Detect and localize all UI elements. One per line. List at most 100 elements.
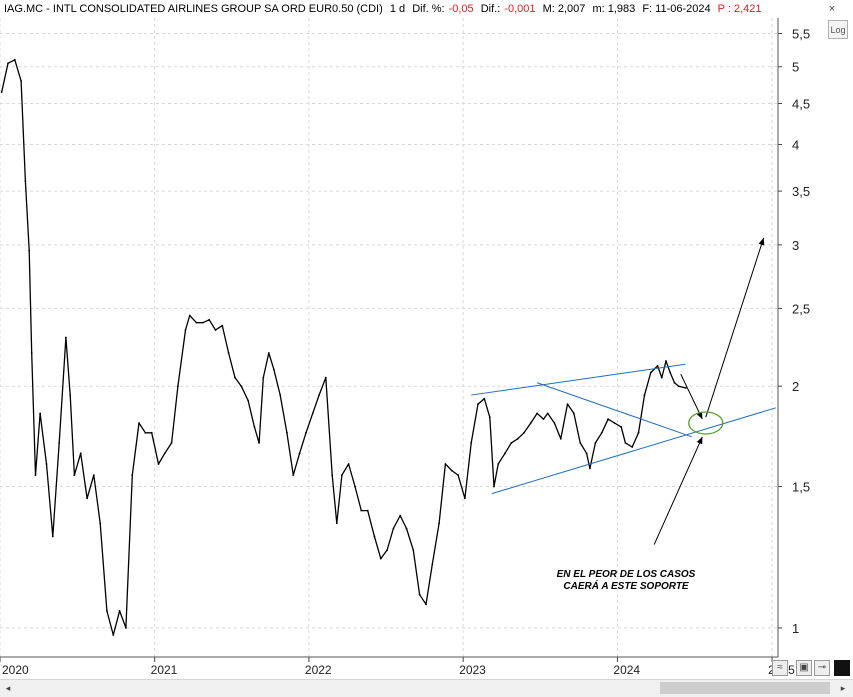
x-tick-label: 2023 bbox=[459, 663, 486, 677]
price-point bbox=[298, 452, 301, 455]
price-point bbox=[184, 329, 187, 331]
horizontal-scrollbar[interactable]: ◂ ▸ bbox=[0, 679, 853, 697]
y-tick-label: 4,5 bbox=[792, 96, 810, 111]
price-point bbox=[13, 58, 16, 61]
price-point bbox=[553, 422, 556, 424]
y-tick-label: 1,5 bbox=[792, 480, 810, 495]
price-point bbox=[493, 485, 495, 488]
arrow-line bbox=[653, 436, 703, 545]
support-circle bbox=[688, 411, 724, 435]
price-point bbox=[106, 610, 108, 612]
price-point bbox=[335, 522, 338, 525]
chart-header: IAG.MC - INTL CONSOLIDATED AIRLINES GROU… bbox=[4, 3, 766, 15]
y-tick-label: 1 bbox=[792, 621, 799, 636]
drawing-overlays bbox=[471, 237, 777, 545]
dif-pct-label: Dif. %: bbox=[412, 3, 445, 15]
price-point bbox=[643, 394, 646, 396]
price-point bbox=[624, 442, 627, 444]
price-point bbox=[373, 535, 376, 538]
price-point bbox=[510, 442, 513, 444]
scroll-right-icon[interactable]: ▸ bbox=[840, 683, 846, 693]
price-point bbox=[30, 352, 33, 354]
arrow-line bbox=[680, 374, 703, 420]
price-point bbox=[488, 416, 491, 419]
price-point bbox=[497, 463, 500, 465]
price-point bbox=[620, 425, 623, 428]
price-point bbox=[457, 474, 459, 477]
save-icon[interactable]: ▣ bbox=[796, 660, 812, 676]
interval-label: 1 d bbox=[389, 3, 406, 15]
y-tick-label: 3 bbox=[792, 238, 799, 253]
price-point bbox=[669, 371, 672, 374]
price-point bbox=[418, 593, 421, 596]
price-point bbox=[572, 412, 575, 415]
max-label: M: 2,007 bbox=[542, 3, 586, 15]
price-point bbox=[51, 535, 54, 538]
price-point bbox=[360, 509, 363, 512]
annotation-line-2: CAERÁ A ESTE SOPORTE bbox=[563, 579, 689, 592]
scroll-thumb[interactable] bbox=[660, 682, 830, 694]
price-point bbox=[354, 485, 356, 488]
scroll-left-icon[interactable]: ◂ bbox=[5, 683, 11, 693]
close-icon[interactable]: × bbox=[828, 3, 836, 15]
trendline bbox=[471, 363, 686, 396]
price-point bbox=[65, 336, 67, 339]
price-point bbox=[292, 474, 295, 477]
price-point bbox=[431, 563, 434, 566]
price-point bbox=[483, 397, 486, 400]
color-swatch[interactable] bbox=[834, 660, 850, 676]
price-point bbox=[118, 610, 121, 612]
price-point bbox=[258, 442, 260, 444]
price-point bbox=[253, 425, 256, 428]
dif-value: -0,001 bbox=[504, 3, 536, 15]
price-point bbox=[201, 321, 204, 324]
price-point bbox=[673, 381, 676, 384]
price-point bbox=[279, 394, 282, 396]
price-series bbox=[0, 58, 687, 636]
pin-icon[interactable]: ⊸ bbox=[814, 660, 830, 676]
price-point bbox=[208, 318, 211, 321]
dif-label: Dif.: bbox=[480, 3, 501, 15]
price-point bbox=[20, 80, 23, 82]
price-point bbox=[267, 352, 270, 354]
price-point bbox=[529, 422, 532, 424]
price-point bbox=[73, 474, 76, 477]
price-point bbox=[150, 431, 153, 434]
price-point bbox=[450, 469, 453, 472]
x-tick-label: 2020 bbox=[2, 663, 29, 677]
price-point bbox=[39, 412, 42, 415]
price-point bbox=[649, 371, 652, 374]
price-point bbox=[86, 497, 88, 500]
price-point bbox=[589, 467, 591, 470]
price-point bbox=[438, 522, 440, 525]
trendline bbox=[536, 382, 692, 438]
price-point bbox=[504, 452, 506, 455]
price-point bbox=[131, 474, 134, 477]
measure-icon[interactable]: ≈ bbox=[772, 660, 788, 676]
price-point bbox=[425, 603, 427, 606]
price-point bbox=[177, 385, 179, 388]
price-point bbox=[379, 557, 382, 560]
price-point bbox=[144, 431, 147, 434]
price-point bbox=[262, 376, 265, 379]
price-point bbox=[331, 474, 334, 477]
date-label: F: 11-06-2024 bbox=[642, 3, 711, 15]
price-point bbox=[240, 385, 243, 388]
price-point bbox=[463, 497, 466, 500]
price-point bbox=[157, 463, 160, 465]
price-point bbox=[24, 180, 27, 183]
price-point bbox=[566, 403, 569, 406]
arrow-line bbox=[705, 237, 765, 418]
price-point bbox=[286, 431, 288, 434]
price-point bbox=[523, 431, 525, 434]
price-point bbox=[58, 442, 61, 444]
price-point bbox=[45, 463, 48, 465]
dif-pct-value: -0,05 bbox=[448, 3, 474, 15]
min-label: m: 1,983 bbox=[592, 3, 636, 15]
log-scale-toggle[interactable]: Log bbox=[828, 20, 848, 39]
price-point bbox=[7, 62, 9, 65]
price-point bbox=[386, 549, 388, 552]
ticker-label: IAG.MC - INTL CONSOLIDATED AIRLINES GROU… bbox=[4, 3, 383, 15]
y-tick-label: 5,5 bbox=[792, 26, 810, 41]
